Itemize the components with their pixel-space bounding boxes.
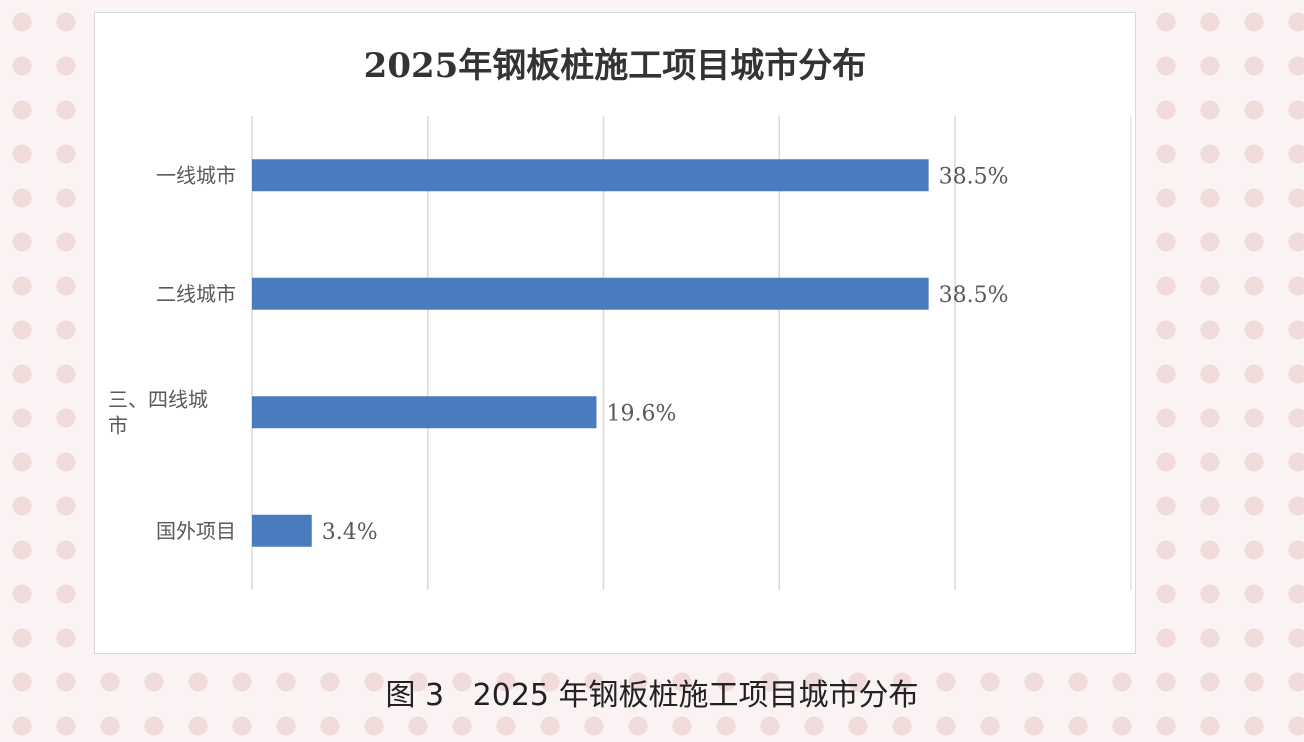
category-label: 三、四线城市 [108,387,208,437]
gridlines [251,116,1132,590]
chart-panel [94,12,1136,654]
data-label: 38.5% [939,283,1009,308]
bar [252,159,929,192]
bar [252,277,929,310]
bar [252,514,312,547]
data-label: 19.6% [606,401,676,426]
category-label: 一线城市 [156,163,236,187]
chart-title: 2025年钢板桩施工项目城市分布 [363,46,867,86]
figure-caption: 图 3 2025 年钢板桩施工项目城市分布 [385,678,919,713]
data-label: 38.5% [939,164,1009,189]
bar [252,396,597,429]
category-label: 二线城市 [156,282,236,306]
category-label: 国外项目 [156,519,236,543]
labels: 38.5% 一线城市 38.5% 二线城市 19.6% 三、四线城市 3.4% 国外项目 [108,163,1009,545]
bars [252,159,929,547]
data-label: 3.4% [322,520,378,545]
